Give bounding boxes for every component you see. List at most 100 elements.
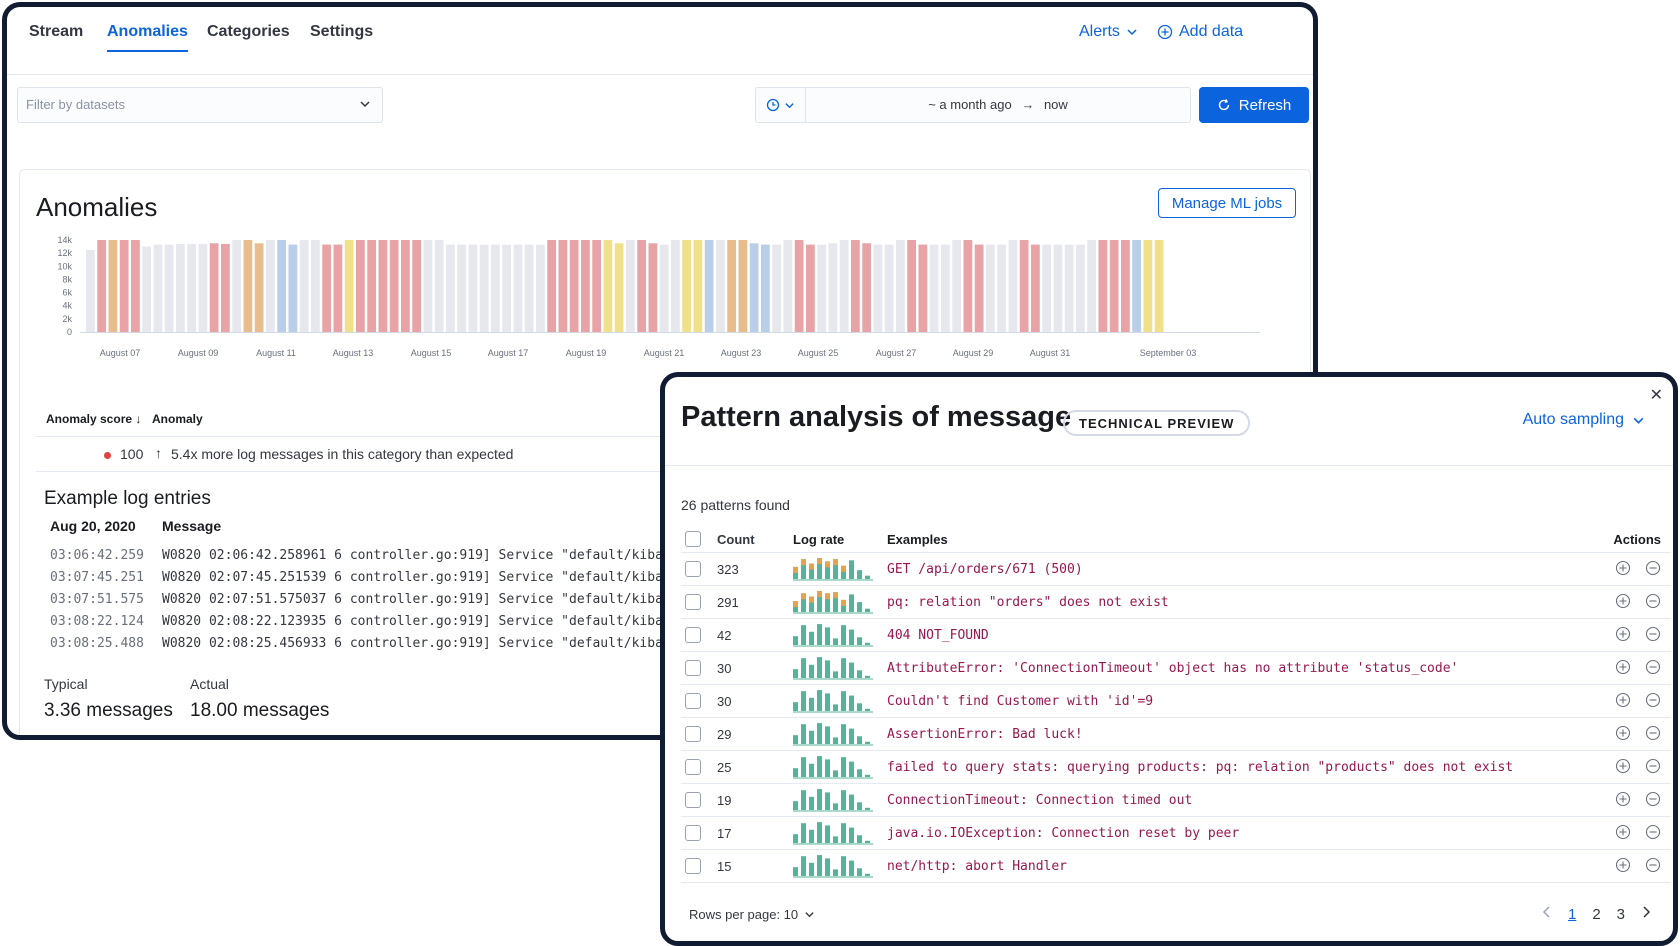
chart-bar[interactable] xyxy=(131,240,140,332)
chart-bar[interactable] xyxy=(1154,240,1164,332)
anomaly-row[interactable]: 100 ↑ 5.4x more log messages in this cat… xyxy=(36,436,716,472)
chart-bar[interactable] xyxy=(581,240,590,332)
chart-bar[interactable] xyxy=(232,240,242,332)
row-checkbox[interactable] xyxy=(685,759,701,775)
chart-bar[interactable] xyxy=(614,243,624,332)
chart-bar[interactable] xyxy=(603,240,613,332)
alerts-menu[interactable]: Alerts xyxy=(1079,23,1138,41)
chart-bar[interactable] xyxy=(412,240,422,332)
chart-bar[interactable] xyxy=(873,244,883,332)
chart-bar[interactable] xyxy=(884,244,894,332)
table-row[interactable]: 30 Couldn't find Customer with 'id'=9 xyxy=(681,685,1671,718)
chart-bar[interactable] xyxy=(783,240,793,332)
filter-out-icon[interactable] xyxy=(1645,692,1661,708)
chart-bar[interactable] xyxy=(1076,244,1085,332)
filter-in-icon[interactable] xyxy=(1615,791,1631,807)
chart-bar[interactable] xyxy=(648,243,658,332)
chart-bar[interactable] xyxy=(569,240,579,332)
chart-bar[interactable] xyxy=(288,244,298,332)
row-checkbox[interactable] xyxy=(685,693,701,709)
chart-bar[interactable] xyxy=(1087,240,1097,332)
chart-bar[interactable] xyxy=(659,244,669,332)
rows-per-page-selector[interactable]: Rows per page: 10 xyxy=(689,907,815,922)
chart-bar[interactable] xyxy=(524,244,534,332)
chart-bar[interactable] xyxy=(974,244,984,332)
table-row[interactable]: 19 ConnectionTimeout: Connection timed ou… xyxy=(681,784,1671,817)
chart-bar[interactable] xyxy=(592,240,602,332)
filter-out-icon[interactable] xyxy=(1645,560,1661,576)
row-checkbox[interactable] xyxy=(685,660,701,676)
chart-bar[interactable] xyxy=(772,244,782,332)
select-all-checkbox[interactable] xyxy=(685,531,701,547)
row-checkbox[interactable] xyxy=(685,627,701,643)
chart-bar[interactable] xyxy=(637,240,647,332)
chart-bar[interactable] xyxy=(963,240,973,332)
chart-bar[interactable] xyxy=(389,240,399,332)
chart-bar[interactable] xyxy=(434,240,444,332)
chart-bar[interactable] xyxy=(929,244,939,332)
filter-out-icon[interactable] xyxy=(1645,791,1661,807)
filter-in-icon[interactable] xyxy=(1615,824,1631,840)
chart-bar[interactable] xyxy=(344,240,354,332)
filter-in-icon[interactable] xyxy=(1615,692,1631,708)
row-checkbox[interactable] xyxy=(685,825,701,841)
chart-bar[interactable] xyxy=(1042,244,1052,332)
chart-bar[interactable] xyxy=(221,243,230,332)
chart-bar[interactable] xyxy=(536,244,545,332)
row-checkbox[interactable] xyxy=(685,858,701,874)
chart-bar[interactable] xyxy=(502,244,512,332)
chart-bar[interactable] xyxy=(986,244,995,332)
chart-bar[interactable] xyxy=(682,240,692,332)
filter-in-icon[interactable] xyxy=(1615,758,1631,774)
chart-bar[interactable] xyxy=(86,249,95,332)
row-checkbox[interactable] xyxy=(685,561,701,577)
chart-bar[interactable] xyxy=(176,243,185,332)
col-anomaly-score[interactable]: Anomaly score ↓ xyxy=(46,412,141,426)
filter-in-icon[interactable] xyxy=(1615,659,1631,675)
chart-bar[interactable] xyxy=(311,240,320,332)
table-row[interactable]: 291 pq: relation "orders" does not exist xyxy=(681,586,1671,619)
chart-bar[interactable] xyxy=(1121,240,1130,332)
chart-bar[interactable] xyxy=(828,243,838,332)
col-count[interactable]: Count xyxy=(717,532,755,547)
filter-out-icon[interactable] xyxy=(1645,758,1661,774)
quick-select-button[interactable] xyxy=(756,88,806,122)
manage-ml-jobs-button[interactable]: Manage ML jobs xyxy=(1158,188,1296,218)
filter-out-icon[interactable] xyxy=(1645,725,1661,741)
chart-bar[interactable] xyxy=(1008,240,1018,332)
chart-bar[interactable] xyxy=(839,240,849,332)
chart-bar[interactable] xyxy=(704,240,714,332)
chart-bar[interactable] xyxy=(1064,244,1074,332)
chart-bar[interactable] xyxy=(851,240,860,332)
chart-bar[interactable] xyxy=(1053,244,1063,332)
filter-out-icon[interactable] xyxy=(1645,593,1661,609)
table-row[interactable]: 323 GET /api/orders/671 (500) xyxy=(681,553,1671,586)
chart-bar[interactable] xyxy=(738,240,748,332)
chart-bar[interactable] xyxy=(153,244,163,332)
chart-bar[interactable] xyxy=(727,240,737,332)
chart-bar[interactable] xyxy=(513,244,523,332)
table-row[interactable]: 15 net/http: abort Handler xyxy=(681,850,1671,883)
next-page-icon[interactable] xyxy=(1641,905,1651,923)
filter-in-icon[interactable] xyxy=(1615,725,1631,741)
chart-bar[interactable] xyxy=(401,240,410,332)
chart-bar[interactable] xyxy=(716,240,725,332)
chart-bar[interactable] xyxy=(423,240,433,332)
page-3[interactable]: 3 xyxy=(1616,905,1625,923)
chart-bar[interactable] xyxy=(142,246,152,332)
chart-bar[interactable] xyxy=(243,240,253,332)
row-checkbox[interactable] xyxy=(685,792,701,808)
chart-bar[interactable] xyxy=(479,244,489,332)
dataset-filter[interactable]: Filter by datasets xyxy=(17,87,383,123)
chart-bar[interactable] xyxy=(97,240,107,332)
chart-bar[interactable] xyxy=(322,244,332,332)
filter-out-icon[interactable] xyxy=(1645,857,1661,873)
chart-bar[interactable] xyxy=(446,244,455,332)
chart-bar[interactable] xyxy=(1143,240,1153,332)
chart-bar[interactable] xyxy=(254,243,264,332)
chart-bar[interactable] xyxy=(333,244,343,332)
table-row[interactable]: 25 failed to query stats: querying produc… xyxy=(681,751,1671,784)
chart-bar[interactable] xyxy=(356,240,365,332)
chart-bar[interactable] xyxy=(187,243,197,332)
table-row[interactable]: 17 java.io.IOException: Connection reset … xyxy=(681,817,1671,850)
